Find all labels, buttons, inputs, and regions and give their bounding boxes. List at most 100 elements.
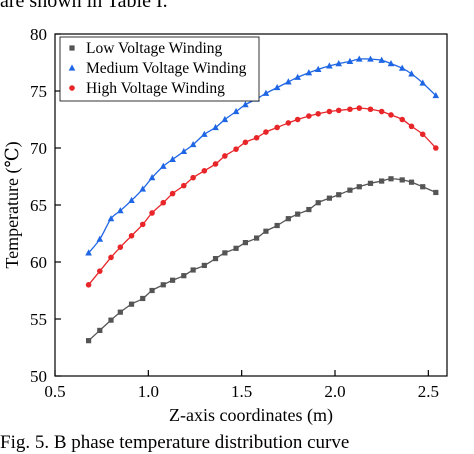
data-markers (85, 55, 440, 344)
data-point-triangle (221, 115, 229, 123)
data-point-circle (201, 168, 208, 174)
data-point-square (367, 180, 374, 186)
fit-curve (88, 58, 437, 254)
data-point-triangle (262, 89, 270, 96)
data-point-square (233, 245, 239, 251)
data-point-square (356, 184, 362, 190)
data-point-triangle (367, 55, 374, 62)
data-point-triangle (432, 91, 440, 99)
data-point-circle (335, 107, 342, 114)
data-point-square (117, 309, 123, 315)
data-point-triangle (212, 123, 219, 131)
data-point-circle (263, 129, 269, 135)
data-point-square (190, 267, 196, 273)
data-point-triangle (378, 56, 385, 63)
data-point-square (254, 235, 260, 241)
data-point-circle (294, 116, 301, 123)
x-tick-label: 2.0 (324, 382, 345, 401)
data-point-square (222, 250, 228, 256)
data-point-circle (128, 232, 135, 239)
data-point-triangle (294, 73, 301, 80)
data-point-square (285, 216, 291, 222)
data-point-square (306, 206, 312, 213)
data-point-circle (388, 112, 394, 118)
fit-curve (88, 178, 437, 342)
data-point-triangle (387, 60, 395, 67)
data-point-circle (222, 153, 228, 159)
data-point-square (140, 295, 146, 302)
y-tick-label: 65 (30, 196, 47, 215)
y-tick-label: 55 (30, 310, 47, 329)
data-point-circle (433, 145, 439, 151)
data-point-triangle (398, 64, 406, 71)
data-point-circle (253, 134, 260, 141)
data-point-triangle (314, 65, 322, 72)
data-point-triangle (201, 130, 208, 137)
data-point-triangle (107, 215, 115, 222)
data-point-circle (85, 282, 92, 288)
data-point-square (108, 317, 114, 323)
data-point-triangle (335, 60, 343, 67)
data-point-square (160, 282, 166, 288)
data-point-circle (190, 174, 196, 181)
data-point-triangle (148, 174, 156, 181)
data-point-square (212, 255, 219, 262)
data-point-triangle (305, 69, 313, 76)
data-point-square (170, 277, 176, 283)
header-text: are shown in Table I. (0, 0, 168, 12)
legend-label: Low Voltage Winding (86, 40, 223, 57)
data-point-square (326, 195, 332, 201)
legend-marker (69, 85, 75, 91)
data-point-triangle (169, 155, 176, 162)
data-point-square (97, 327, 103, 333)
data-point-circle (233, 146, 239, 152)
y-tick-label: 60 (30, 253, 47, 272)
x-axis-label: Z-axis coordinates (m) (169, 405, 333, 426)
data-point-square (336, 192, 342, 198)
data-point-triangle (273, 83, 281, 91)
data-point-circle (160, 199, 167, 206)
legend-marker (68, 64, 76, 71)
data-point-square (181, 273, 187, 279)
data-point-triangle (285, 78, 292, 85)
y-tick-label: 80 (30, 25, 47, 44)
data-point-square (295, 211, 301, 217)
legend-label: High Voltage Winding (86, 80, 225, 97)
data-point-circle (117, 244, 124, 250)
data-point-circle (367, 106, 374, 113)
data-point-square (315, 200, 321, 206)
fit-curve (88, 107, 437, 286)
data-point-triangle (242, 101, 249, 108)
data-point-square (420, 184, 426, 190)
x-tick-label: 1.0 (138, 382, 159, 401)
data-point-circle (274, 124, 280, 131)
data-point-triangle (326, 62, 333, 69)
legend: Low Voltage Winding Medium Voltage Windin… (59, 36, 260, 102)
x-tick-label: 2.5 (418, 382, 439, 401)
data-point-square (379, 178, 385, 184)
data-point-triangle (96, 235, 104, 242)
x-tick-label: 1.5 (231, 382, 252, 401)
data-point-circle (408, 123, 415, 130)
y-axis-label: Temperature (℃) (2, 141, 23, 268)
data-point-circle (139, 221, 146, 228)
data-point-triangle (159, 162, 167, 169)
data-point-square (128, 301, 135, 307)
legend-label: Medium Voltage Winding (86, 60, 247, 77)
data-point-circle (149, 210, 155, 216)
data-point-circle (285, 120, 292, 126)
axis-ticks: 0.5 1.0 1.5 2.0 2.5 50 55 60 65 70 75 80 (30, 25, 439, 401)
data-point-circle (315, 111, 322, 117)
data-point-triangle (355, 55, 363, 62)
data-point-circle (347, 106, 353, 113)
y-tick-label: 70 (30, 139, 47, 158)
legend-marker (69, 45, 75, 51)
data-point-circle (181, 182, 187, 189)
data-point-square (149, 287, 155, 294)
figure-caption: Fig. 5. B phase temperature distribution… (0, 432, 350, 453)
data-point-triangle (189, 140, 197, 148)
data-point-triangle (232, 107, 240, 115)
y-tick-label: 50 (30, 367, 47, 386)
data-point-circle (169, 190, 176, 197)
